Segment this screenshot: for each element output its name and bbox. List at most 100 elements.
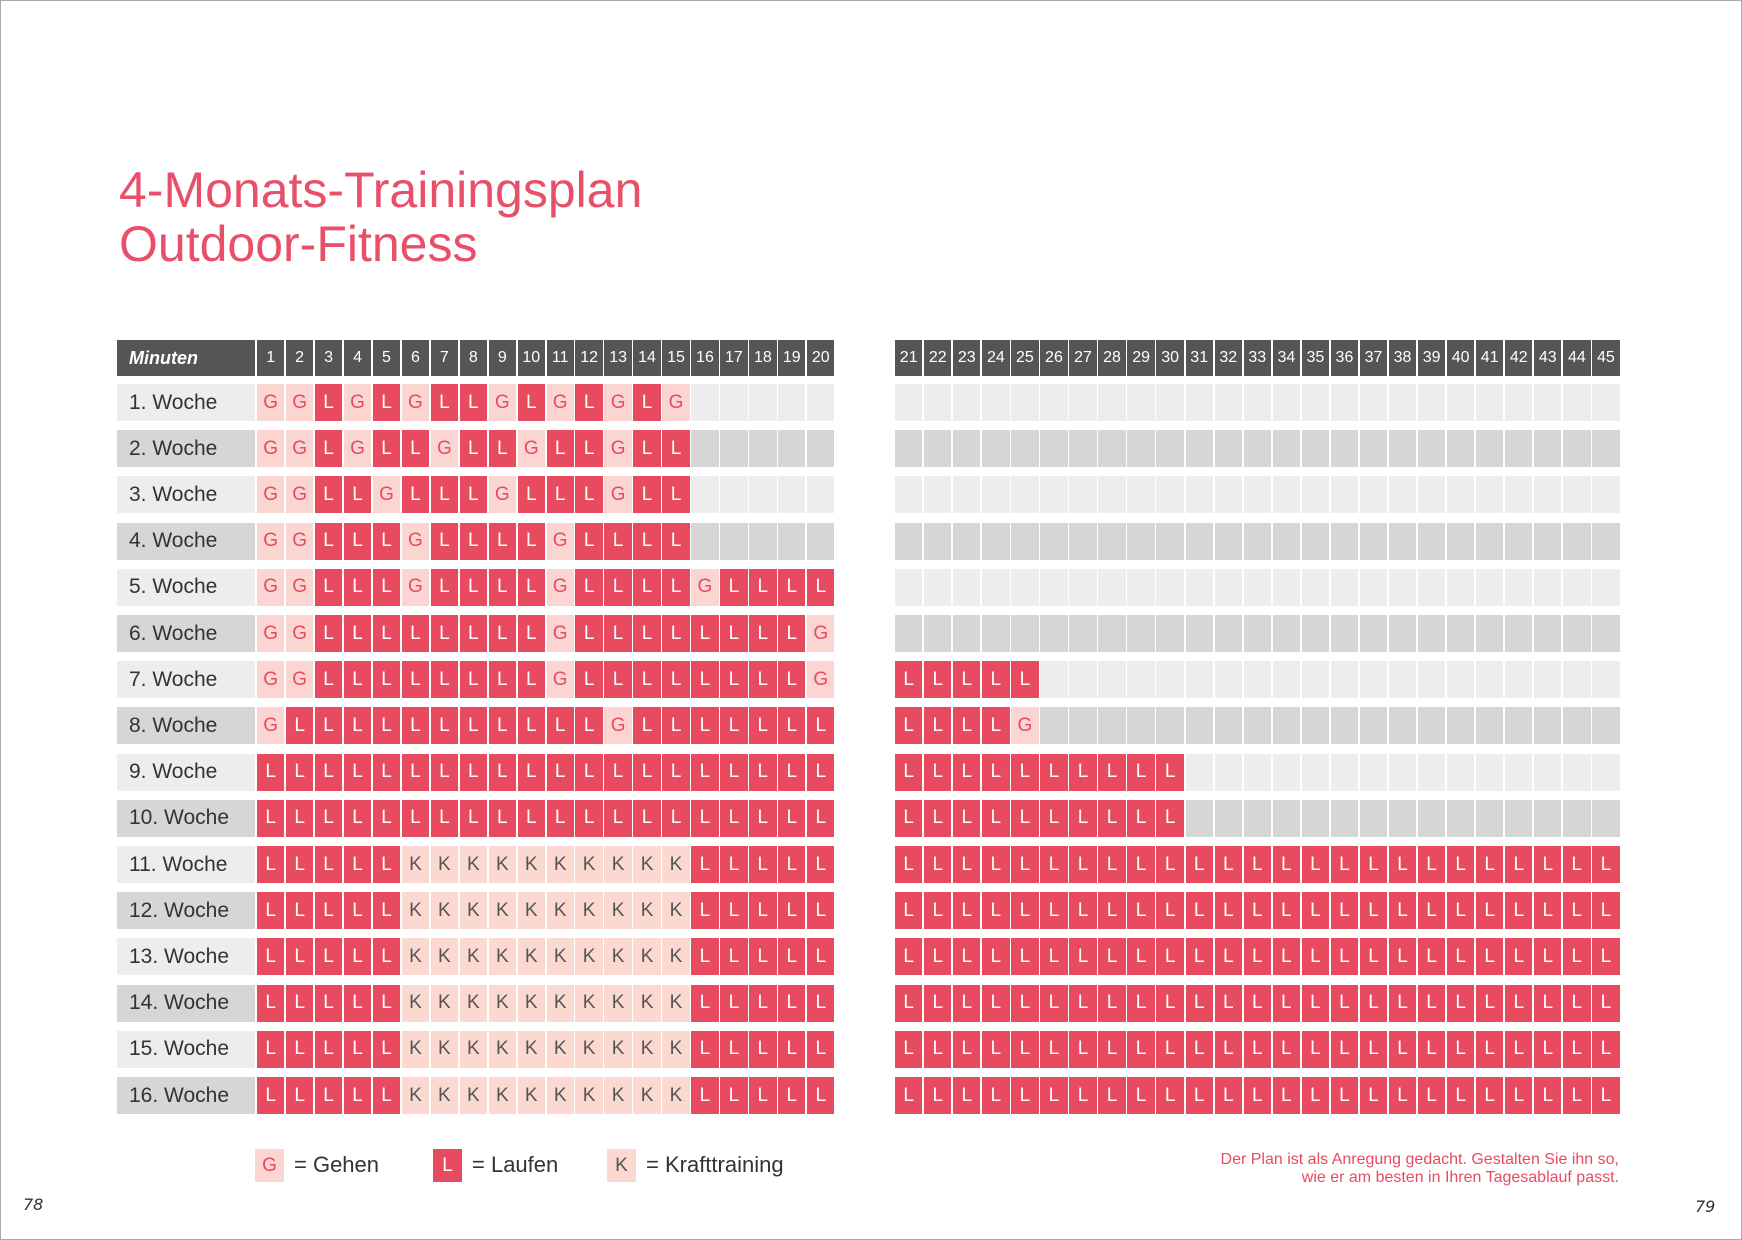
empty-cell <box>1534 615 1562 652</box>
cell: L <box>895 799 923 837</box>
empty-cell <box>982 476 1010 514</box>
cell: L <box>430 476 459 514</box>
cell: L <box>372 846 401 883</box>
cell: L <box>1505 892 1533 930</box>
empty-cell <box>1359 799 1388 837</box>
empty-cell <box>1243 384 1271 421</box>
cell: G <box>662 384 690 421</box>
empty-cell <box>1417 661 1446 699</box>
empty-cell <box>1098 707 1126 745</box>
cell: L <box>1505 938 1533 976</box>
cell: L <box>778 615 806 652</box>
empty-cell <box>1359 615 1388 652</box>
minute-header: 3 <box>314 340 343 376</box>
minute-header: 42 <box>1505 340 1533 376</box>
minute-header: 14 <box>633 340 661 376</box>
cell: L <box>1011 661 1039 699</box>
cell: L <box>343 1077 372 1114</box>
cell: L <box>430 568 459 606</box>
cell: L <box>372 661 401 699</box>
cell: L <box>314 1030 343 1068</box>
empty-cell <box>1417 753 1446 791</box>
cell: L <box>1127 938 1155 976</box>
cell: L <box>1040 1077 1068 1114</box>
minute-header: 45 <box>1592 340 1620 376</box>
cell: L <box>924 938 952 976</box>
cell: G <box>401 568 430 606</box>
cell: L <box>1156 753 1184 791</box>
cell: L <box>1214 846 1242 883</box>
empty-cell <box>1098 384 1126 421</box>
cell: L <box>924 1077 952 1114</box>
cell: G <box>257 384 285 421</box>
cell: L <box>807 707 835 745</box>
cell: L <box>372 430 401 468</box>
cell: L <box>924 1030 952 1068</box>
empty-cell <box>953 615 981 652</box>
cell: G <box>1011 707 1039 745</box>
minute-header: 24 <box>982 340 1010 376</box>
cell: L <box>285 1030 314 1068</box>
cell: L <box>720 984 748 1022</box>
cell: L <box>691 846 719 883</box>
cell: L <box>575 430 603 468</box>
cell: L <box>778 846 806 883</box>
cell: L <box>691 753 719 791</box>
cell: L <box>314 430 343 468</box>
empty-cell <box>982 568 1010 606</box>
cell: L <box>1127 1077 1155 1114</box>
row-label: 5. Woche <box>117 568 255 606</box>
cell: L <box>720 938 748 976</box>
cell: L <box>459 430 488 468</box>
cell: G <box>488 476 516 514</box>
empty-cell <box>1359 661 1388 699</box>
cell: L <box>807 938 835 976</box>
empty-cell <box>1243 753 1271 791</box>
cell: K <box>488 846 516 883</box>
cell: L <box>314 615 343 652</box>
empty-cell <box>1040 707 1068 745</box>
cell: L <box>720 846 748 883</box>
cell: K <box>488 984 516 1022</box>
cell: L <box>546 753 574 791</box>
empty-cell <box>1069 522 1097 560</box>
minute-header: 44 <box>1563 340 1591 376</box>
cell: L <box>1040 753 1068 791</box>
title: 4-Monats-Trainingsplan <box>119 162 643 218</box>
empty-cell <box>1388 430 1417 468</box>
cell: L <box>1011 938 1039 976</box>
cell: L <box>372 984 401 1022</box>
empty-cell <box>1243 522 1271 560</box>
empty-cell <box>1185 799 1213 837</box>
cell: L <box>1534 1077 1562 1114</box>
cell: L <box>691 892 719 930</box>
minute-header: 25 <box>1011 340 1039 376</box>
cell: L <box>546 707 574 745</box>
empty-cell <box>749 430 777 468</box>
cell: L <box>662 753 690 791</box>
cell: K <box>546 1077 574 1114</box>
empty-cell <box>1563 430 1591 468</box>
empty-cell <box>1040 430 1068 468</box>
empty-cell <box>1214 707 1242 745</box>
empty-cell <box>924 615 952 652</box>
cell: K <box>604 892 632 930</box>
cell: K <box>517 1077 545 1114</box>
cell: K <box>633 1077 661 1114</box>
cell: L <box>1330 846 1359 883</box>
minute-header: 16 <box>691 340 719 376</box>
minute-header: 15 <box>662 340 690 376</box>
cell: G <box>401 384 430 421</box>
cell: K <box>575 938 603 976</box>
cell: K <box>430 1030 459 1068</box>
minute-header: 12 <box>575 340 603 376</box>
empty-cell <box>1185 615 1213 652</box>
cell: K <box>459 1077 488 1114</box>
cell: L <box>1272 984 1301 1022</box>
empty-cell <box>1098 661 1126 699</box>
empty-cell <box>895 568 923 606</box>
cell: L <box>953 799 981 837</box>
cell: L <box>1417 1077 1446 1114</box>
empty-cell <box>1127 476 1155 514</box>
cell: L <box>1476 1077 1504 1114</box>
